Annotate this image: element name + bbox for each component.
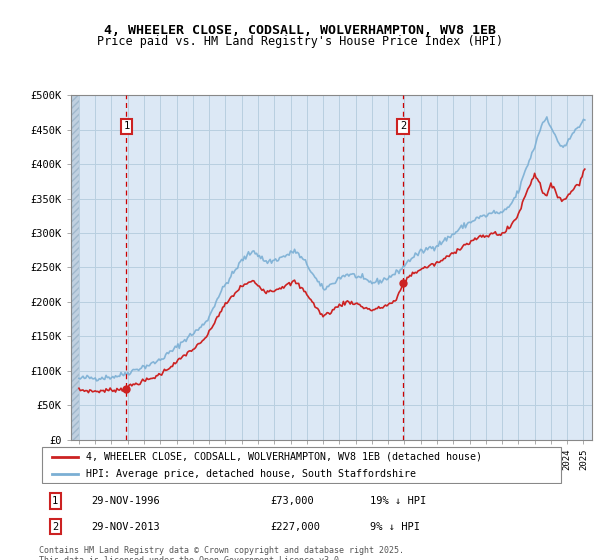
Text: 2: 2 [400,121,406,131]
Text: £73,000: £73,000 [270,496,314,506]
Text: 4, WHEELER CLOSE, CODSALL, WOLVERHAMPTON, WV8 1EB: 4, WHEELER CLOSE, CODSALL, WOLVERHAMPTON… [104,24,496,36]
Text: HPI: Average price, detached house, South Staffordshire: HPI: Average price, detached house, Sout… [86,469,416,479]
Text: 4, WHEELER CLOSE, CODSALL, WOLVERHAMPTON, WV8 1EB (detached house): 4, WHEELER CLOSE, CODSALL, WOLVERHAMPTON… [86,451,482,461]
Text: 1: 1 [123,121,130,131]
Text: 29-NOV-2013: 29-NOV-2013 [91,522,160,531]
Text: 19% ↓ HPI: 19% ↓ HPI [370,496,426,506]
Text: Price paid vs. HM Land Registry's House Price Index (HPI): Price paid vs. HM Land Registry's House … [97,35,503,48]
Text: 1: 1 [52,496,58,506]
Bar [71,95,79,440]
Text: 2: 2 [52,522,58,531]
Text: 9% ↓ HPI: 9% ↓ HPI [370,522,420,531]
Text: 29-NOV-1996: 29-NOV-1996 [91,496,160,506]
Text: Contains HM Land Registry data © Crown copyright and database right 2025.
This d: Contains HM Land Registry data © Crown c… [39,546,404,560]
FancyBboxPatch shape [41,447,561,483]
Text: £227,000: £227,000 [270,522,320,531]
